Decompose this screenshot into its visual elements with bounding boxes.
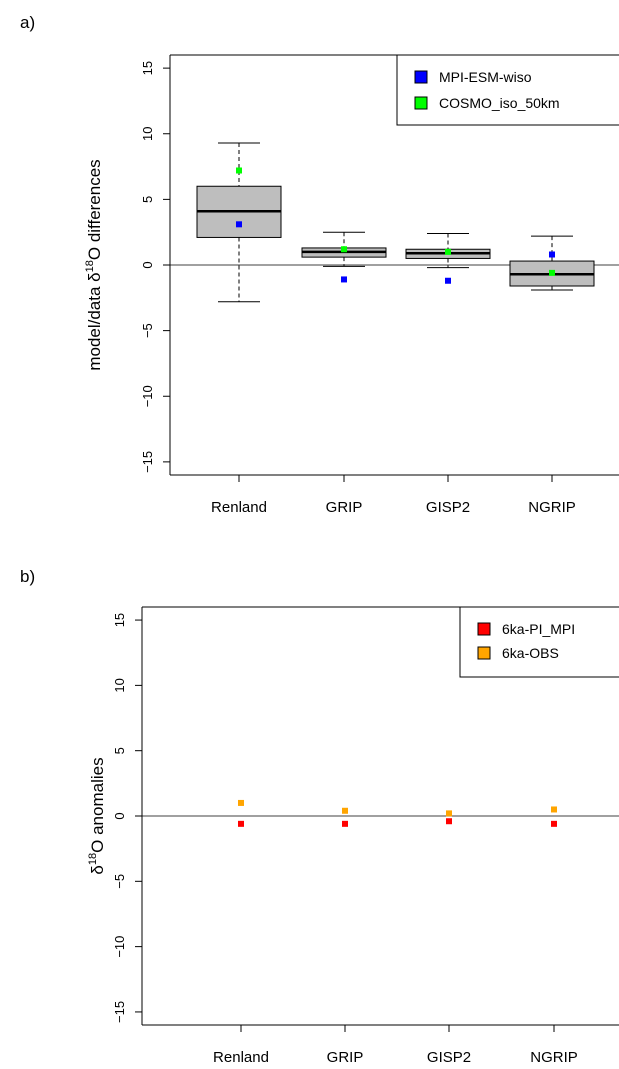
y-tick-label: −10 [112, 936, 127, 958]
y-tick-label: 15 [140, 61, 155, 75]
point-6ka-pi-mpi [238, 820, 244, 827]
legend-swatch [477, 622, 491, 636]
point-6ka-pi-mpi [551, 820, 557, 827]
legend-swatch [414, 70, 428, 84]
legend-box [459, 606, 619, 678]
y-axis-title: δ18O anomalies [87, 757, 107, 874]
x-tick-label-gisp2: GISP2 [427, 1049, 471, 1066]
x-tick-label-gisp2: GISP2 [426, 499, 470, 516]
y-tick-label: 5 [112, 747, 127, 754]
legend-label: MPI-ESM-wiso [439, 69, 532, 85]
y-tick-label: 10 [140, 127, 155, 141]
y-tick-label: −15 [112, 1001, 127, 1023]
point-6ka-pi-mpi [446, 818, 452, 825]
point-mpi-esm-wiso [341, 276, 347, 283]
x-tick-label-grip: GRIP [327, 1049, 364, 1066]
panel-label: a) [20, 13, 35, 32]
point-6ka-obs [342, 807, 348, 814]
y-tick-label: −15 [140, 451, 155, 473]
x-tick-label-renland: Renland [213, 1049, 269, 1066]
y-tick-label: 15 [112, 613, 127, 627]
y-tick-label: 5 [140, 196, 155, 203]
panel-a: a) −15 −10 −5 0 5 10 15 model/data δ18O differen… [20, 13, 619, 516]
legend-swatch [477, 646, 491, 660]
x-tick-label-ngrip: NGRIP [528, 499, 576, 516]
point-mpi-esm-wiso [445, 277, 451, 284]
point-6ka-obs [551, 806, 557, 813]
legend-box [396, 54, 619, 126]
x-tick-label-grip: GRIP [326, 499, 363, 516]
y-tick-label: −10 [140, 385, 155, 407]
point-mpi-esm-wiso [549, 251, 555, 258]
y-axis-title: model/data δ18O differences [84, 159, 104, 370]
panel-b: b) −15 −10 −5 0 5 10 15 δ18O anomalies Renland GRI… [20, 567, 619, 1066]
point-cosmo-iso-50km [236, 167, 242, 174]
point-cosmo-iso-50km [341, 246, 347, 253]
point-mpi-esm-wiso [236, 221, 242, 228]
legend: MPI-ESM-wiso COSMO_iso_50km [396, 54, 619, 126]
point-6ka-pi-mpi [342, 820, 348, 827]
panel-label: b) [20, 567, 35, 586]
point-cosmo-iso-50km [445, 248, 451, 255]
legend-label: COSMO_iso_50km [439, 95, 560, 111]
y-tick-label: −5 [112, 874, 127, 889]
point-cosmo-iso-50km [549, 269, 555, 276]
point-6ka-obs [446, 810, 452, 817]
legend-label: 6ka-OBS [502, 645, 559, 661]
y-tick-label: 0 [140, 261, 155, 268]
x-tick-label-renland: Renland [211, 499, 267, 516]
y-tick-label: 0 [112, 812, 127, 819]
boxplot-renland [196, 142, 282, 303]
point-6ka-obs [238, 799, 244, 806]
x-tick-label-ngrip: NGRIP [530, 1049, 578, 1066]
legend-swatch [414, 96, 428, 110]
boxplot-ngrip [509, 235, 595, 291]
legend: 6ka-PI_MPI 6ka-OBS [459, 606, 619, 678]
y-tick-label: 10 [112, 678, 127, 692]
legend-label: 6ka-PI_MPI [502, 621, 575, 637]
y-tick-label: −5 [140, 323, 155, 338]
